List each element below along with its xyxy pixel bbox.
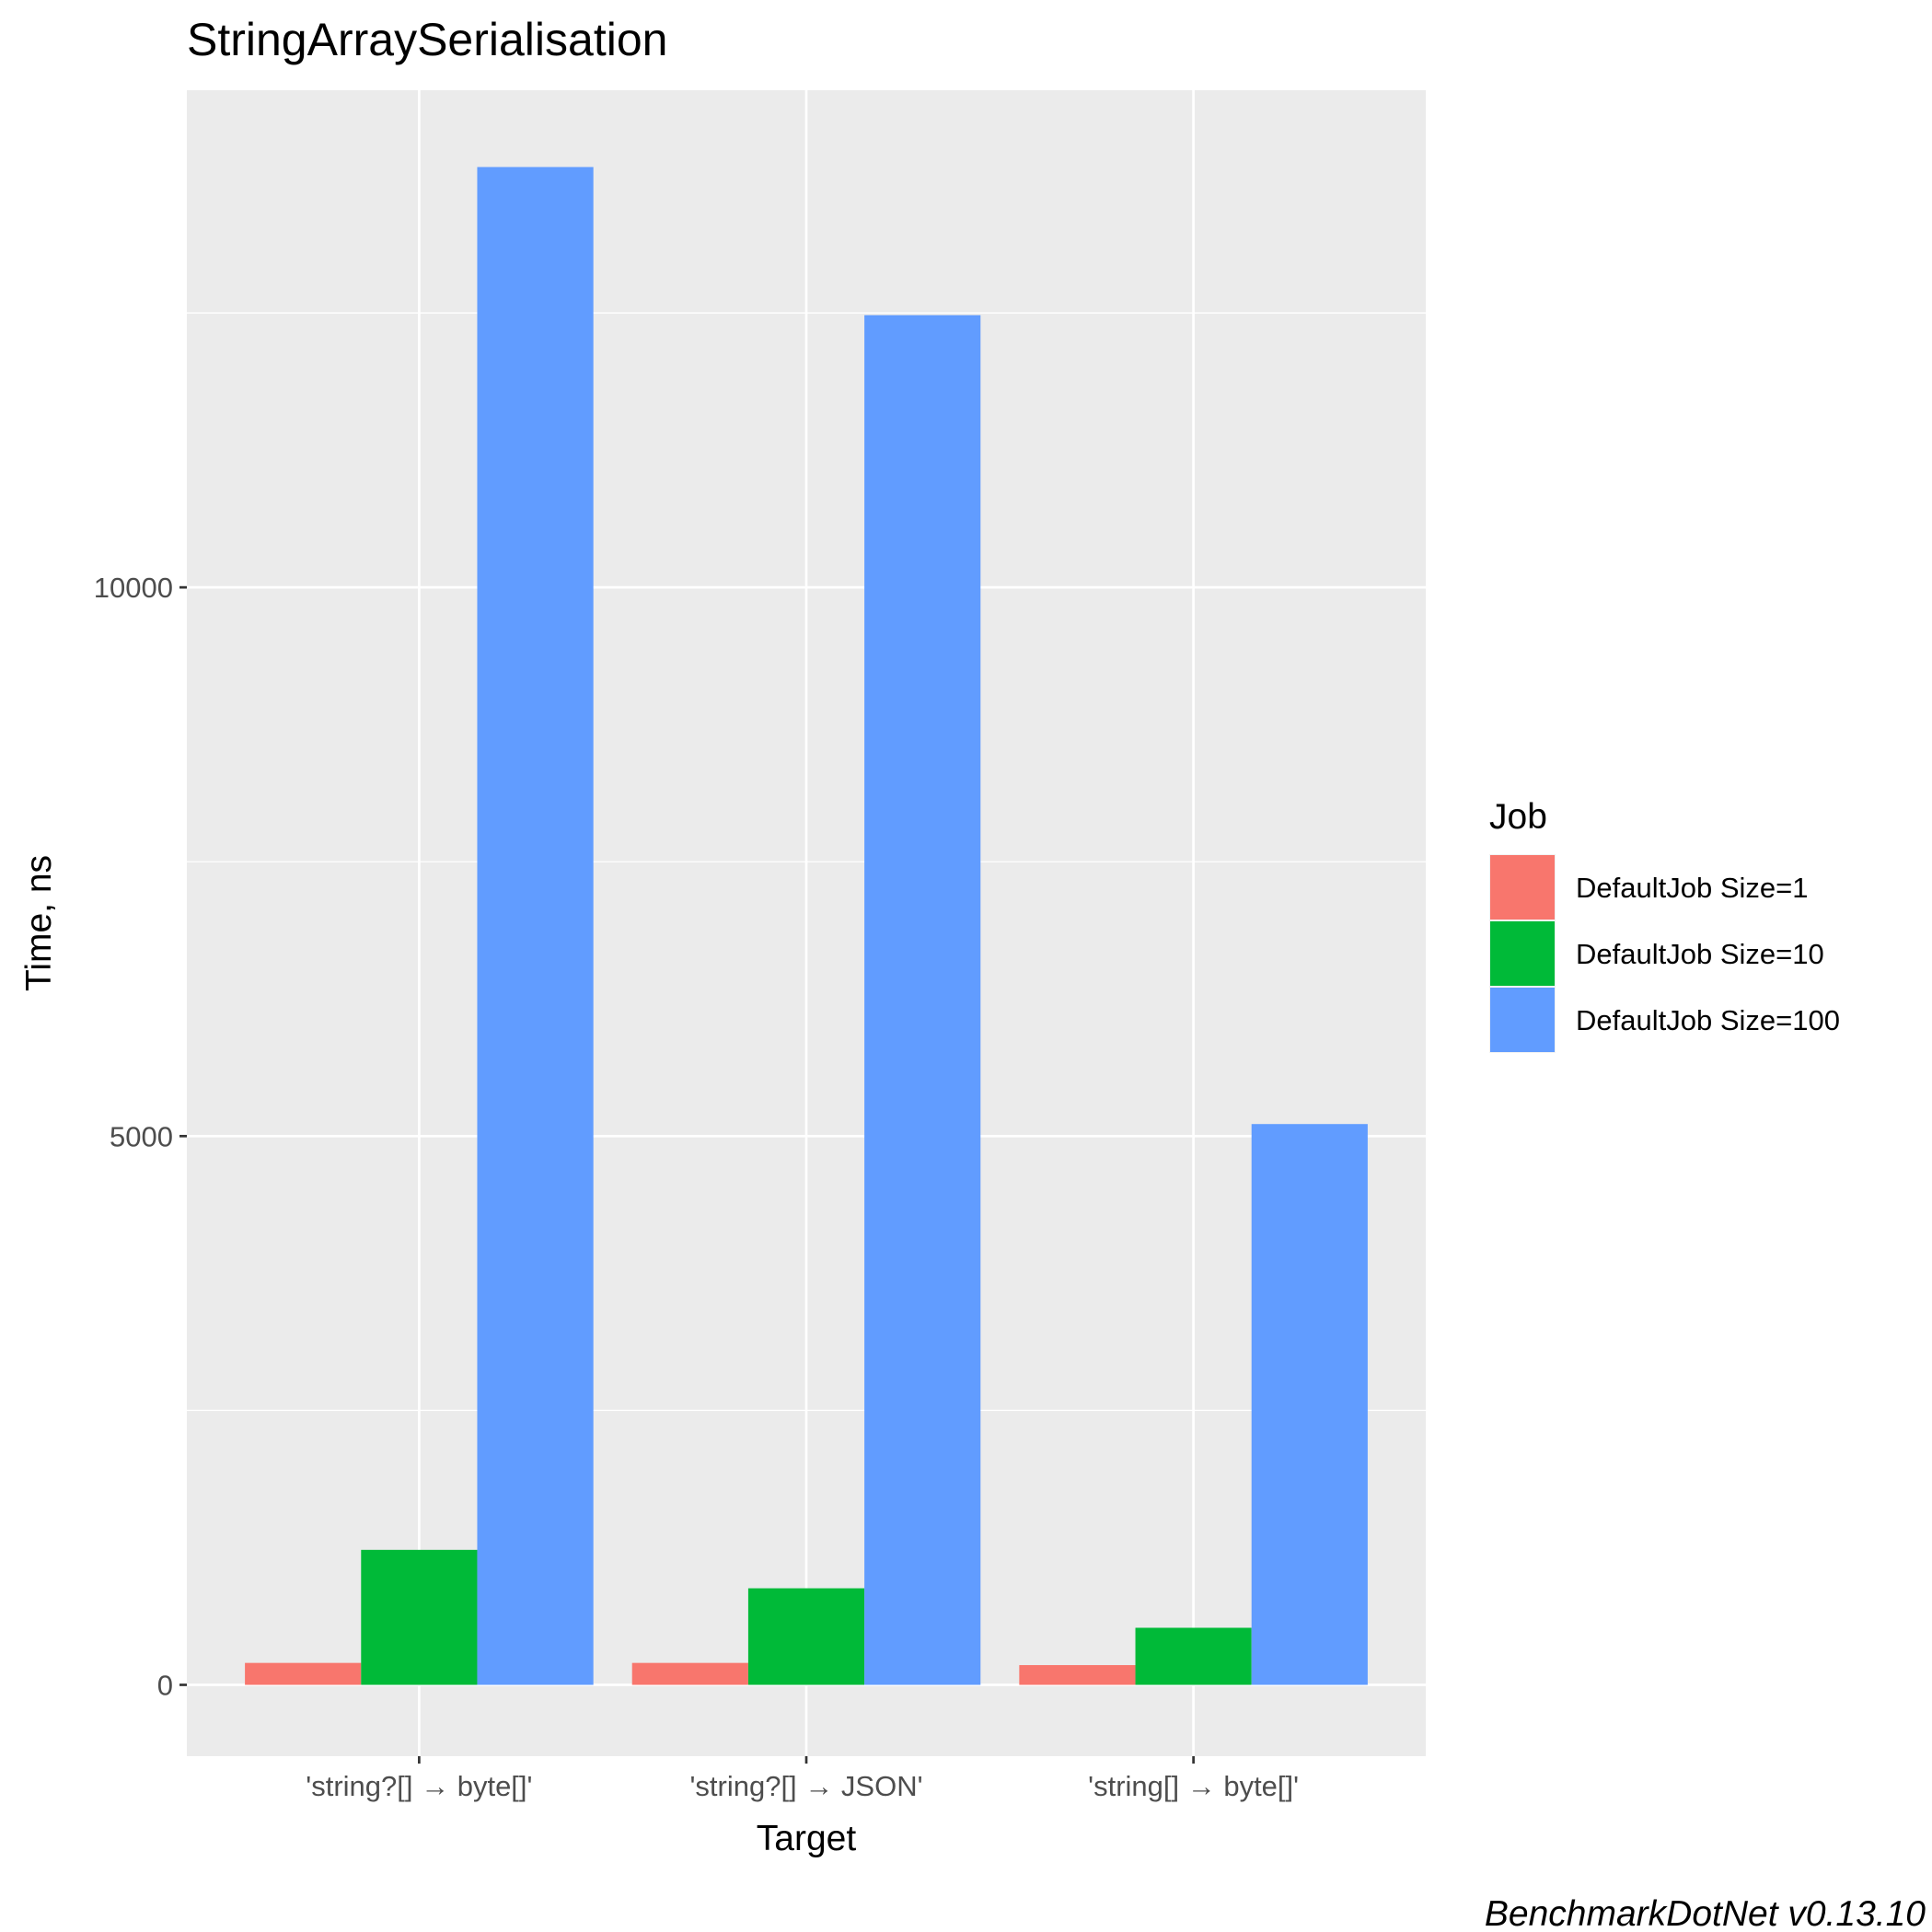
x-tick-label: 'string[] → byte[]' [1088, 1770, 1299, 1802]
bar [361, 1549, 478, 1685]
bar [477, 167, 594, 1685]
bar [747, 1588, 865, 1685]
legend-swatch [1490, 921, 1555, 986]
y-axis-title: Time, ns [19, 855, 59, 991]
y-tick-label: 10000 [94, 572, 173, 604]
legend-label: DefaultJob Size=10 [1576, 938, 1824, 970]
bars [245, 167, 1368, 1685]
legend-title: Job [1489, 797, 1547, 837]
x-axis: 'string?[] → byte[]' 'string?[] → JSON' 's… [306, 1756, 1299, 1802]
chart-title: StringArraySerialisation [187, 14, 667, 65]
caption: BenchmarkDotNet v0.13.10 [1485, 1894, 1926, 1932]
x-tick-label: 'string?[] → byte[]' [306, 1770, 532, 1802]
bar [631, 1662, 748, 1685]
legend-label: DefaultJob Size=100 [1576, 1004, 1840, 1036]
legend-swatch [1490, 855, 1555, 920]
y-tick-label: 0 [157, 1669, 173, 1701]
x-tick-label: 'string?[] → JSON' [689, 1770, 922, 1802]
bar [245, 1662, 362, 1685]
legend-swatch [1490, 988, 1555, 1052]
bar [1019, 1665, 1136, 1685]
y-tick-label: 5000 [110, 1120, 173, 1152]
bar [1135, 1627, 1252, 1685]
legend: Job DefaultJob Size=1 DefaultJob Size=10 D… [1489, 797, 1840, 1053]
bar [1251, 1124, 1368, 1685]
bar [864, 315, 981, 1685]
legend-label: DefaultJob Size=1 [1576, 872, 1808, 904]
x-axis-title: Target [757, 1819, 857, 1858]
y-axis: 0 5000 10000 [94, 572, 187, 1701]
